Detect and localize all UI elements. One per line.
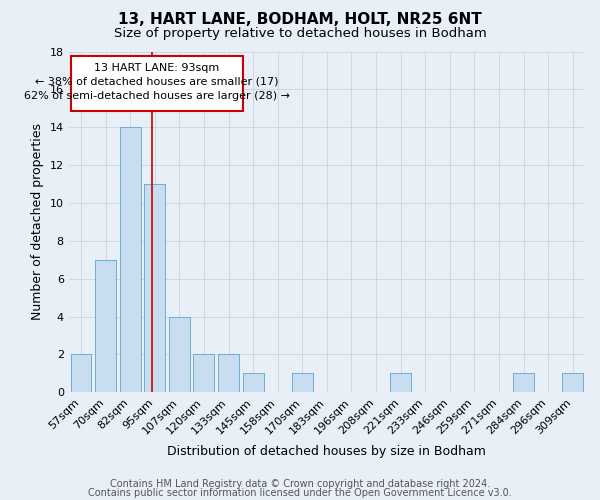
Bar	[242, 374, 263, 392]
Text: 13, HART LANE, BODHAM, HOLT, NR25 6NT: 13, HART LANE, BODHAM, HOLT, NR25 6NT	[118, 12, 482, 28]
Bar	[292, 374, 313, 392]
Bar	[193, 354, 214, 393]
Bar	[218, 354, 239, 393]
Bar	[390, 374, 411, 392]
Text: ← 38% of detached houses are smaller (17): ← 38% of detached houses are smaller (17…	[35, 76, 278, 86]
Text: 13 HART LANE: 93sqm: 13 HART LANE: 93sqm	[94, 63, 220, 73]
Bar	[120, 127, 140, 392]
Bar	[169, 316, 190, 392]
Y-axis label: Number of detached properties: Number of detached properties	[31, 124, 44, 320]
Bar	[562, 374, 583, 392]
Bar	[145, 184, 165, 392]
Bar	[95, 260, 116, 392]
Bar	[71, 354, 91, 393]
FancyBboxPatch shape	[71, 56, 243, 111]
Text: Contains HM Land Registry data © Crown copyright and database right 2024.: Contains HM Land Registry data © Crown c…	[110, 479, 490, 489]
X-axis label: Distribution of detached houses by size in Bodham: Distribution of detached houses by size …	[167, 444, 487, 458]
Text: 62% of semi-detached houses are larger (28) →: 62% of semi-detached houses are larger (…	[24, 92, 290, 102]
Text: Size of property relative to detached houses in Bodham: Size of property relative to detached ho…	[113, 28, 487, 40]
Bar	[513, 374, 534, 392]
Text: Contains public sector information licensed under the Open Government Licence v3: Contains public sector information licen…	[88, 488, 512, 498]
